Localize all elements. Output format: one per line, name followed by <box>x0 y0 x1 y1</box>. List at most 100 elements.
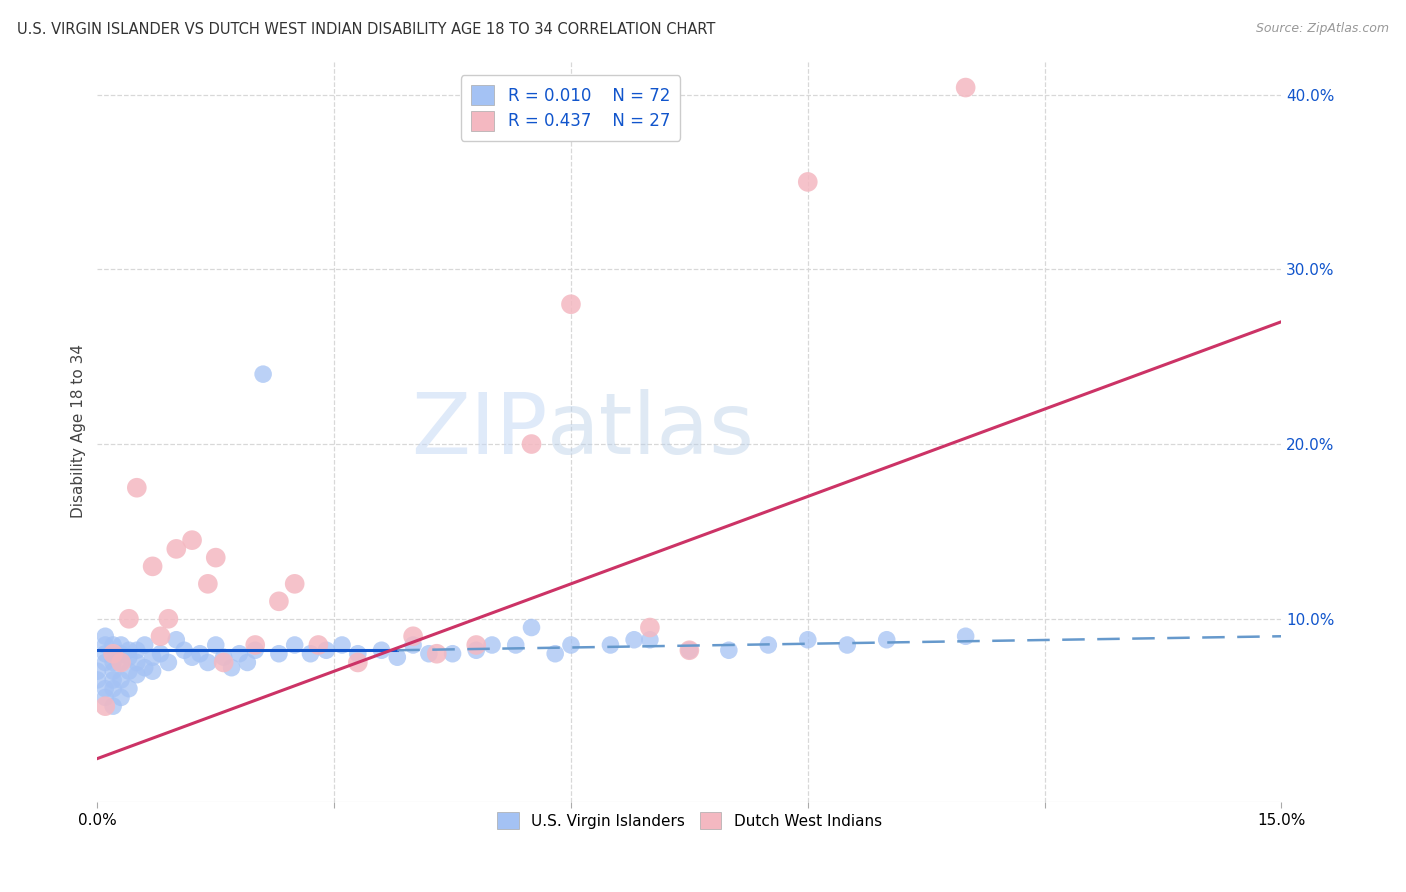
Point <box>157 656 180 670</box>
Point <box>212 656 235 670</box>
Point <box>101 699 124 714</box>
Point <box>110 656 132 670</box>
Point <box>245 643 267 657</box>
Text: ZIP: ZIP <box>411 390 547 473</box>
Point <box>125 656 148 670</box>
Point <box>110 690 132 705</box>
Point <box>204 638 226 652</box>
Point <box>402 638 425 652</box>
Point <box>418 647 440 661</box>
Point <box>86 664 108 678</box>
Point <box>481 638 503 652</box>
Point <box>110 638 132 652</box>
Point <box>165 632 187 647</box>
Point <box>299 647 322 661</box>
Point <box>347 647 370 661</box>
Point <box>252 367 274 381</box>
Text: Source: ZipAtlas.com: Source: ZipAtlas.com <box>1256 22 1389 36</box>
Point <box>181 650 204 665</box>
Point <box>118 650 141 665</box>
Point <box>560 297 582 311</box>
Point <box>197 656 219 670</box>
Point <box>678 643 700 657</box>
Point <box>465 638 488 652</box>
Point <box>94 656 117 670</box>
Text: atlas: atlas <box>547 390 755 473</box>
Point <box>638 632 661 647</box>
Point <box>520 437 543 451</box>
Point <box>756 638 779 652</box>
Point <box>245 638 267 652</box>
Point <box>236 656 259 670</box>
Point <box>204 550 226 565</box>
Point <box>101 656 124 670</box>
Point <box>118 643 141 657</box>
Point <box>837 638 859 652</box>
Point <box>125 481 148 495</box>
Point <box>347 656 370 670</box>
Point <box>94 681 117 696</box>
Point <box>125 667 148 681</box>
Point <box>101 647 124 661</box>
Point <box>173 643 195 657</box>
Point <box>212 650 235 665</box>
Point <box>955 80 977 95</box>
Point <box>101 664 124 678</box>
Point <box>228 647 250 661</box>
Y-axis label: Disability Age 18 to 34: Disability Age 18 to 34 <box>72 344 86 518</box>
Point <box>267 594 290 608</box>
Point <box>101 681 124 696</box>
Point <box>623 632 645 647</box>
Point <box>101 647 124 661</box>
Point <box>221 661 243 675</box>
Point <box>134 661 156 675</box>
Point <box>330 638 353 652</box>
Point <box>315 643 337 657</box>
Point <box>520 620 543 634</box>
Point <box>387 650 409 665</box>
Point <box>101 673 124 687</box>
Point <box>370 643 392 657</box>
Point <box>181 533 204 548</box>
Point <box>118 681 141 696</box>
Point <box>94 629 117 643</box>
Point <box>149 629 172 643</box>
Point <box>118 664 141 678</box>
Legend: U.S. Virgin Islanders, Dutch West Indians: U.S. Virgin Islanders, Dutch West Indian… <box>491 805 887 836</box>
Point <box>560 638 582 652</box>
Point <box>86 673 108 687</box>
Point <box>307 638 329 652</box>
Point <box>118 612 141 626</box>
Point <box>110 656 132 670</box>
Point <box>441 647 464 661</box>
Point <box>797 632 820 647</box>
Point <box>197 577 219 591</box>
Point <box>142 650 165 665</box>
Point <box>955 629 977 643</box>
Point <box>101 638 124 652</box>
Point <box>678 643 700 657</box>
Point <box>157 612 180 626</box>
Point <box>876 632 898 647</box>
Point <box>94 638 117 652</box>
Point <box>94 647 117 661</box>
Point <box>94 699 117 714</box>
Point <box>284 638 307 652</box>
Point <box>402 629 425 643</box>
Point <box>149 647 172 661</box>
Point <box>717 643 740 657</box>
Text: U.S. VIRGIN ISLANDER VS DUTCH WEST INDIAN DISABILITY AGE 18 TO 34 CORRELATION CH: U.S. VIRGIN ISLANDER VS DUTCH WEST INDIA… <box>17 22 716 37</box>
Point <box>797 175 820 189</box>
Point <box>165 541 187 556</box>
Point <box>110 673 132 687</box>
Point <box>465 643 488 657</box>
Point <box>544 647 567 661</box>
Point <box>94 690 117 705</box>
Point <box>505 638 527 652</box>
Point <box>110 647 132 661</box>
Point <box>142 664 165 678</box>
Point <box>638 620 661 634</box>
Point <box>267 647 290 661</box>
Point <box>134 638 156 652</box>
Point <box>188 647 211 661</box>
